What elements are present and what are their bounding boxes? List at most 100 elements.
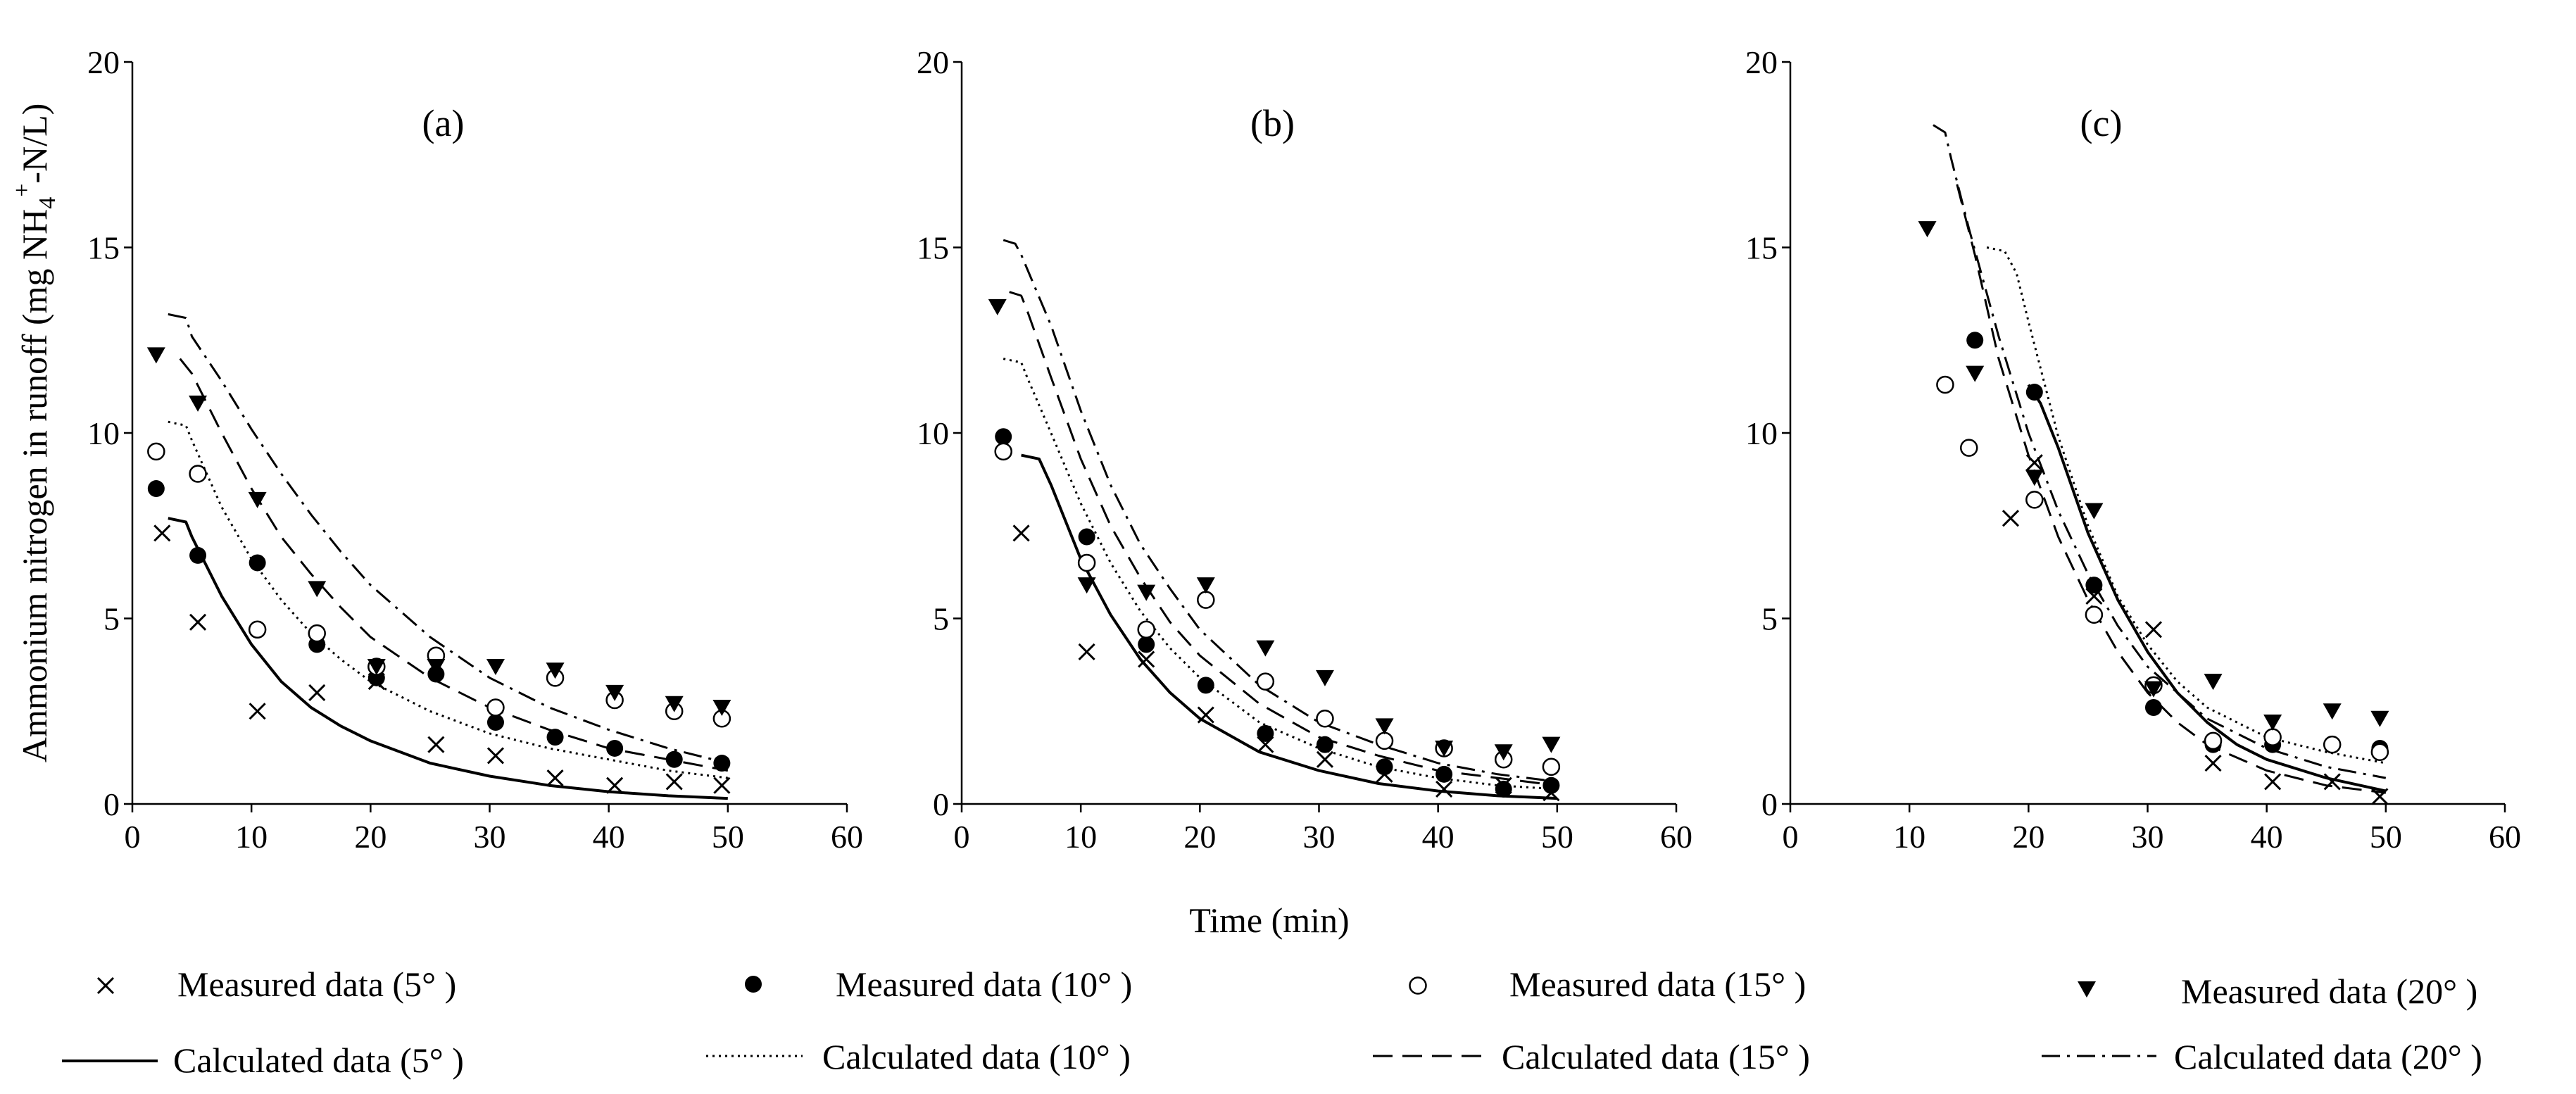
data-point-20 xyxy=(1077,577,1096,594)
x-tick-label: 60 xyxy=(2489,819,2521,855)
data-point-10 xyxy=(1543,777,1560,794)
x-tick-label: 0 xyxy=(125,819,141,855)
data-point-20 xyxy=(189,395,208,412)
data-point-10 xyxy=(1257,724,1274,742)
legend-marker-open-circle xyxy=(1409,976,1427,995)
data-point-15 xyxy=(308,624,326,643)
panel-label: (c) xyxy=(2080,102,2123,144)
data-point-15 xyxy=(994,442,1012,461)
data-point-10 xyxy=(1078,528,1095,546)
data-point-10 xyxy=(1495,780,1512,798)
y-tick-label: 10 xyxy=(1745,415,1778,451)
chart-panel-c: 0 10 20 30 40 50 60 0 5 10 15 20 (c) xyxy=(1745,44,2521,855)
calculated-curve-10 xyxy=(168,420,728,779)
x-tick-label: 30 xyxy=(1303,819,1336,855)
legend-item-calculated-20: Calculated data (20° ) xyxy=(2042,1037,2482,1076)
data-point-15 xyxy=(147,442,165,461)
data-point-20 xyxy=(1196,577,1215,594)
legend-item-measured-20: Measured data (20° ) xyxy=(2078,972,2477,1011)
data-point-15 xyxy=(2085,605,2104,624)
data-point-5 xyxy=(308,684,326,702)
data-point-15 xyxy=(189,465,207,483)
data-point-20 xyxy=(2025,470,2044,486)
data-point-5 xyxy=(153,524,171,542)
data-point-10 xyxy=(1966,332,1984,349)
data-point-10 xyxy=(1435,765,1453,783)
calculated-curve-20 xyxy=(1003,239,1557,783)
y-tick-label: 15 xyxy=(917,230,949,266)
data-point-20 xyxy=(1137,584,1156,601)
data-point-20 xyxy=(2263,715,2282,731)
x-tick-label: 60 xyxy=(831,819,863,855)
panel-label: (b) xyxy=(1250,102,1295,144)
data-point-15 xyxy=(486,698,505,717)
legend-marker-triangle xyxy=(2078,981,2096,998)
y-tick-label: 5 xyxy=(1761,601,1778,637)
data-point-5 xyxy=(1012,524,1031,542)
calculated-curve-20 xyxy=(1933,124,2387,779)
y-tick-label: 0 xyxy=(933,786,949,822)
data-point-15 xyxy=(2025,491,2044,509)
data-point-10 xyxy=(1316,736,1333,753)
legend-item-measured-10: Measured data (10° ) xyxy=(745,964,1132,1004)
y-tick-label: 0 xyxy=(103,786,120,822)
data-point-15 xyxy=(2204,731,2223,750)
data-point-5 xyxy=(2002,509,2020,527)
data-point-20 xyxy=(2370,710,2389,727)
calculated-curve-5 xyxy=(1021,453,1557,800)
legend-item-calculated-5: Calculated data (5° ) xyxy=(62,1040,464,1080)
calculated-curve-5 xyxy=(2027,384,2387,793)
x-tick-label: 50 xyxy=(2370,819,2402,855)
data-point-10 xyxy=(2025,384,2043,401)
x-tick-label: 30 xyxy=(2132,819,2164,855)
data-point-20 xyxy=(1918,221,1937,238)
legend-item-calculated-15: Calculated data (15° ) xyxy=(1373,1037,1810,1076)
data-point-10 xyxy=(2144,698,2162,716)
calculated-curve-15 xyxy=(1956,184,2386,794)
data-point-5 xyxy=(712,777,731,795)
data-point-5 xyxy=(427,736,445,754)
y-tick-label: 20 xyxy=(1745,44,1778,80)
legend-label-measured-5: Measured data (5° ) xyxy=(177,964,456,1004)
data-point-20 xyxy=(2085,503,2104,520)
legend-label-measured-20: Measured data (20° ) xyxy=(2181,972,2477,1011)
data-point-20 xyxy=(248,491,267,508)
data-point-15 xyxy=(1197,591,1215,609)
x-tick-label: 30 xyxy=(474,819,506,855)
data-point-10 xyxy=(606,739,624,757)
legend-label-calculated-15: Calculated data (15° ) xyxy=(1502,1037,1810,1076)
data-point-10 xyxy=(147,480,165,498)
data-point-15 xyxy=(2263,728,2282,746)
data-point-10 xyxy=(713,755,731,772)
calculated-curve-10 xyxy=(1003,358,1557,791)
legend: Measured data (5° ) Measured data (10° )… xyxy=(62,964,2482,1080)
data-point-10 xyxy=(249,554,266,572)
data-point-15 xyxy=(1256,672,1275,691)
data-point-15 xyxy=(248,620,267,639)
data-point-20 xyxy=(1966,365,1985,382)
legend-label-measured-10: Measured data (10° ) xyxy=(836,964,1132,1004)
data-point-10 xyxy=(189,546,207,564)
legend-marker-filled-circle xyxy=(745,976,762,993)
data-point-5 xyxy=(2263,772,2282,791)
x-tick-label: 10 xyxy=(1893,819,1925,855)
data-point-20 xyxy=(988,298,1007,315)
x-tick-label: 50 xyxy=(1541,819,1573,855)
chart-panel-a: 0 10 20 30 40 50 60 0 5 10 15 20 (a) xyxy=(87,44,863,855)
y-axis-title-main: Ammonium nitrogen in runoff (mg NH xyxy=(15,209,54,763)
data-point-15 xyxy=(1542,757,1561,777)
data-point-20 xyxy=(2323,703,2342,720)
y-tick-label: 5 xyxy=(103,601,120,637)
data-point-20 xyxy=(1315,669,1334,686)
data-point-5 xyxy=(1078,643,1096,661)
y-tick-label: 20 xyxy=(917,44,949,80)
data-point-15 xyxy=(1375,731,1394,750)
data-point-5 xyxy=(1197,706,1215,724)
data-point-5 xyxy=(546,769,565,787)
x-tick-label: 0 xyxy=(1783,819,1799,855)
calculated-curve-15 xyxy=(1009,291,1557,787)
legend-item-calculated-10: Calculated data (10° ) xyxy=(706,1037,1131,1076)
legend-item-measured-5: Measured data (5° ) xyxy=(96,964,456,1004)
y-axis-title-sup: + xyxy=(9,184,35,197)
legend-marker-x xyxy=(96,976,115,995)
